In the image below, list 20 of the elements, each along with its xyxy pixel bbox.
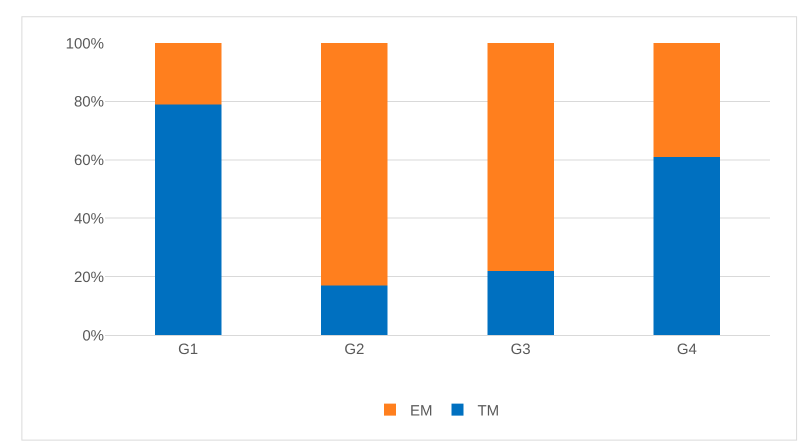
bar: [654, 43, 720, 157]
x-tick-label: G2: [344, 341, 364, 358]
y-tick-label: 60%: [74, 152, 104, 170]
bar: [487, 270, 554, 335]
y-tick-label: 20%: [74, 268, 104, 286]
legend-label: EM: [410, 402, 432, 420]
y-tick-label: 40%: [74, 210, 104, 228]
y-tick-label: 80%: [74, 94, 104, 111]
bar: [487, 43, 554, 271]
bar: [154, 43, 222, 104]
bar: [321, 43, 388, 286]
y-tick-label: 0%: [82, 327, 104, 344]
y-tick-label: 100%: [66, 35, 104, 52]
legend-label: TM: [478, 402, 500, 420]
bar: [154, 104, 222, 335]
x-tick-label: G1: [178, 341, 198, 358]
x-tick-label: G4: [676, 341, 697, 358]
bar: [321, 285, 388, 335]
x-tick-label: G3: [510, 341, 531, 358]
bar: [654, 156, 720, 335]
